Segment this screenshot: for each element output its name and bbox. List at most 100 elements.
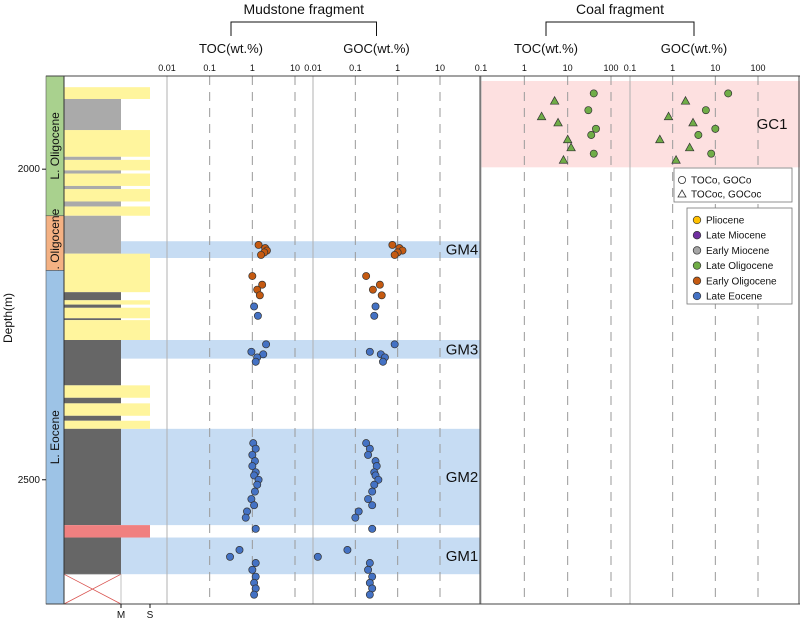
lithology-bed-sandstone [64, 253, 150, 293]
data-point-late-oligocene-coal-toc [584, 106, 593, 115]
lithology-bed-sandstone [64, 87, 150, 99]
data-point-late-oligocene-coal-goc [655, 134, 665, 144]
lithology-bed-dark-mudstone [64, 318, 121, 321]
data-point-late-eocene-mud-toc [250, 501, 259, 510]
lithology-bed-sandstone [64, 173, 150, 186]
data-point-late-eocene-mud-toc [241, 513, 250, 522]
data-point-late-eocene-mud-goc [370, 480, 379, 489]
lithology-bed-sandstone [64, 420, 150, 429]
data-point-late-eocene-mud-toc [251, 444, 260, 453]
depth-tick-label: 2000 [18, 164, 41, 175]
data-point-late-oligocene-coal-goc [671, 154, 681, 164]
lithology-bed-mudstone [64, 156, 121, 160]
zone-band-gm1 [120, 537, 480, 575]
data-point-late-eocene-mud-toc [251, 357, 260, 366]
tick-label-coal_toc: 100 [603, 63, 618, 73]
data-point-late-eocene-mud-goc [368, 524, 377, 533]
points-layer [226, 89, 733, 599]
lithology-bed-dark-mudstone [64, 304, 121, 308]
panel-label-coal_toc: TOC(wt.%) [514, 41, 578, 56]
data-point-late-oligocene-coal-toc [562, 134, 573, 144]
data-point-early-oligocene-mud-toc [258, 280, 267, 289]
lithology-bed-dark-mudstone [64, 292, 121, 301]
lithology-bed-mudstone [64, 170, 121, 174]
lithology-bed-dark-mudstone [64, 415, 121, 421]
data-point-late-oligocene-coal-toc [558, 154, 569, 164]
data-point-late-oligocene-coal-toc [536, 111, 547, 121]
column-label-s: S [147, 610, 154, 619]
data-point-late-eocene-mud-goc [364, 450, 373, 459]
data-point-early-oligocene-mud-toc [255, 291, 264, 300]
group-bracket-1 [545, 21, 695, 36]
series-legend-box [686, 207, 793, 305]
legend-swatch-early-miocene [692, 246, 702, 255]
legend-swatch-pliocene [692, 215, 702, 225]
lithology-bed-sandstone [64, 159, 150, 171]
data-point-late-eocene-mud-goc [362, 439, 371, 448]
lithology-bed-coal [64, 525, 150, 538]
lithology-bed-dark-mudstone [64, 397, 121, 404]
lithology-bed-sandstone [64, 300, 150, 305]
lithology-bed-mudstone [64, 215, 121, 254]
marker-legend-label: TOCo, GOCo [691, 176, 752, 187]
data-point-late-eocene-mud-toc [248, 565, 257, 574]
data-point-late-eocene-mud-toc [248, 462, 257, 471]
group-title-0: Mudstone fragment [243, 1, 364, 17]
legend-swatch-early-oligocene [692, 276, 702, 285]
epoch-label-1: E. Oligocene [48, 208, 62, 277]
zone-band-gm4 [120, 241, 480, 259]
data-point-late-oligocene-coal-goc [711, 124, 720, 133]
data-point-late-eocene-mud-goc [365, 590, 374, 599]
group-bracket-0 [230, 21, 377, 36]
panel-label-mud_goc: GOC(wt.%) [343, 41, 409, 56]
lithology-bed-sandstone [64, 307, 150, 319]
zone-band-gc1 [480, 80, 800, 168]
legend-circle-marker [678, 175, 687, 184]
epoch-label-2: L. Eocene [48, 410, 62, 464]
legend-swatch-late-miocene [692, 231, 702, 240]
tick-label-coal_toc: 0.1 [475, 63, 488, 73]
legend-layer: TOCo, GOCo TOCoc, GOCoc Pliocene Late Mioce… [673, 167, 793, 305]
data-point-late-eocene-mud-goc [343, 546, 352, 554]
data-point-late-oligocene-coal-toc [589, 149, 598, 158]
data-point-early-oligocene-mud-goc [377, 291, 386, 300]
data-point-early-oligocene-mud-toc [254, 241, 263, 249]
zone-band-gm3 [120, 340, 480, 359]
data-point-late-oligocene-coal-goc [707, 149, 716, 158]
data-point-late-eocene-mud-toc [250, 302, 259, 311]
data-point-late-eocene-mud-goc [354, 507, 363, 516]
data-point-late-eocene-mud-toc [247, 347, 256, 356]
data-point-early-oligocene-mud-toc [248, 272, 257, 280]
tick-label-mud_toc: 1 [250, 63, 255, 73]
y-axis-label: Depth(m) [1, 293, 15, 343]
data-point-late-eocene-mud-goc [351, 513, 360, 522]
data-point-late-eocene-mud-toc [253, 480, 262, 489]
tick-label-coal_goc: 0.1 [624, 63, 637, 73]
series-legend-label: Late Miocene [706, 231, 766, 242]
lithology-bed-dark-mudstone [64, 537, 121, 575]
data-point-late-oligocene-coal-toc [587, 131, 596, 139]
data-point-late-eocene-mud-toc [235, 546, 244, 554]
tick-label-mud_toc: 10 [290, 63, 300, 73]
tick-label-coal_goc: 1 [670, 63, 675, 73]
panel-label-mud_toc: TOC(wt.%) [199, 41, 263, 56]
zone-label-gc1: GC1 [757, 116, 788, 133]
lithology-bed-mudstone [64, 98, 121, 131]
zone-band-gm2 [120, 428, 480, 526]
tick-label-coal_toc: 1 [522, 63, 527, 73]
zone-label-gm2: GM2 [446, 469, 479, 486]
data-point-early-oligocene-mud-goc [388, 241, 397, 249]
data-point-late-eocene-mud-goc [379, 357, 387, 366]
data-point-late-oligocene-coal-goc [694, 131, 703, 139]
data-point-late-eocene-mud-goc [364, 565, 373, 574]
grid-layer [166, 76, 759, 604]
data-point-late-oligocene-coal-toc [589, 89, 598, 98]
data-point-late-eocene-mud-goc [368, 501, 377, 510]
data-point-late-eocene-mud-goc [365, 559, 374, 567]
data-point-late-oligocene-coal-goc [688, 117, 698, 127]
data-point-late-eocene-mud-toc [226, 552, 234, 561]
tick-label-mud_toc: 0.01 [158, 63, 176, 73]
series-legend-label: Late Eocene [706, 292, 763, 303]
tick-label-mud_toc: 0.1 [203, 63, 216, 73]
marker-legend-box [673, 167, 793, 203]
